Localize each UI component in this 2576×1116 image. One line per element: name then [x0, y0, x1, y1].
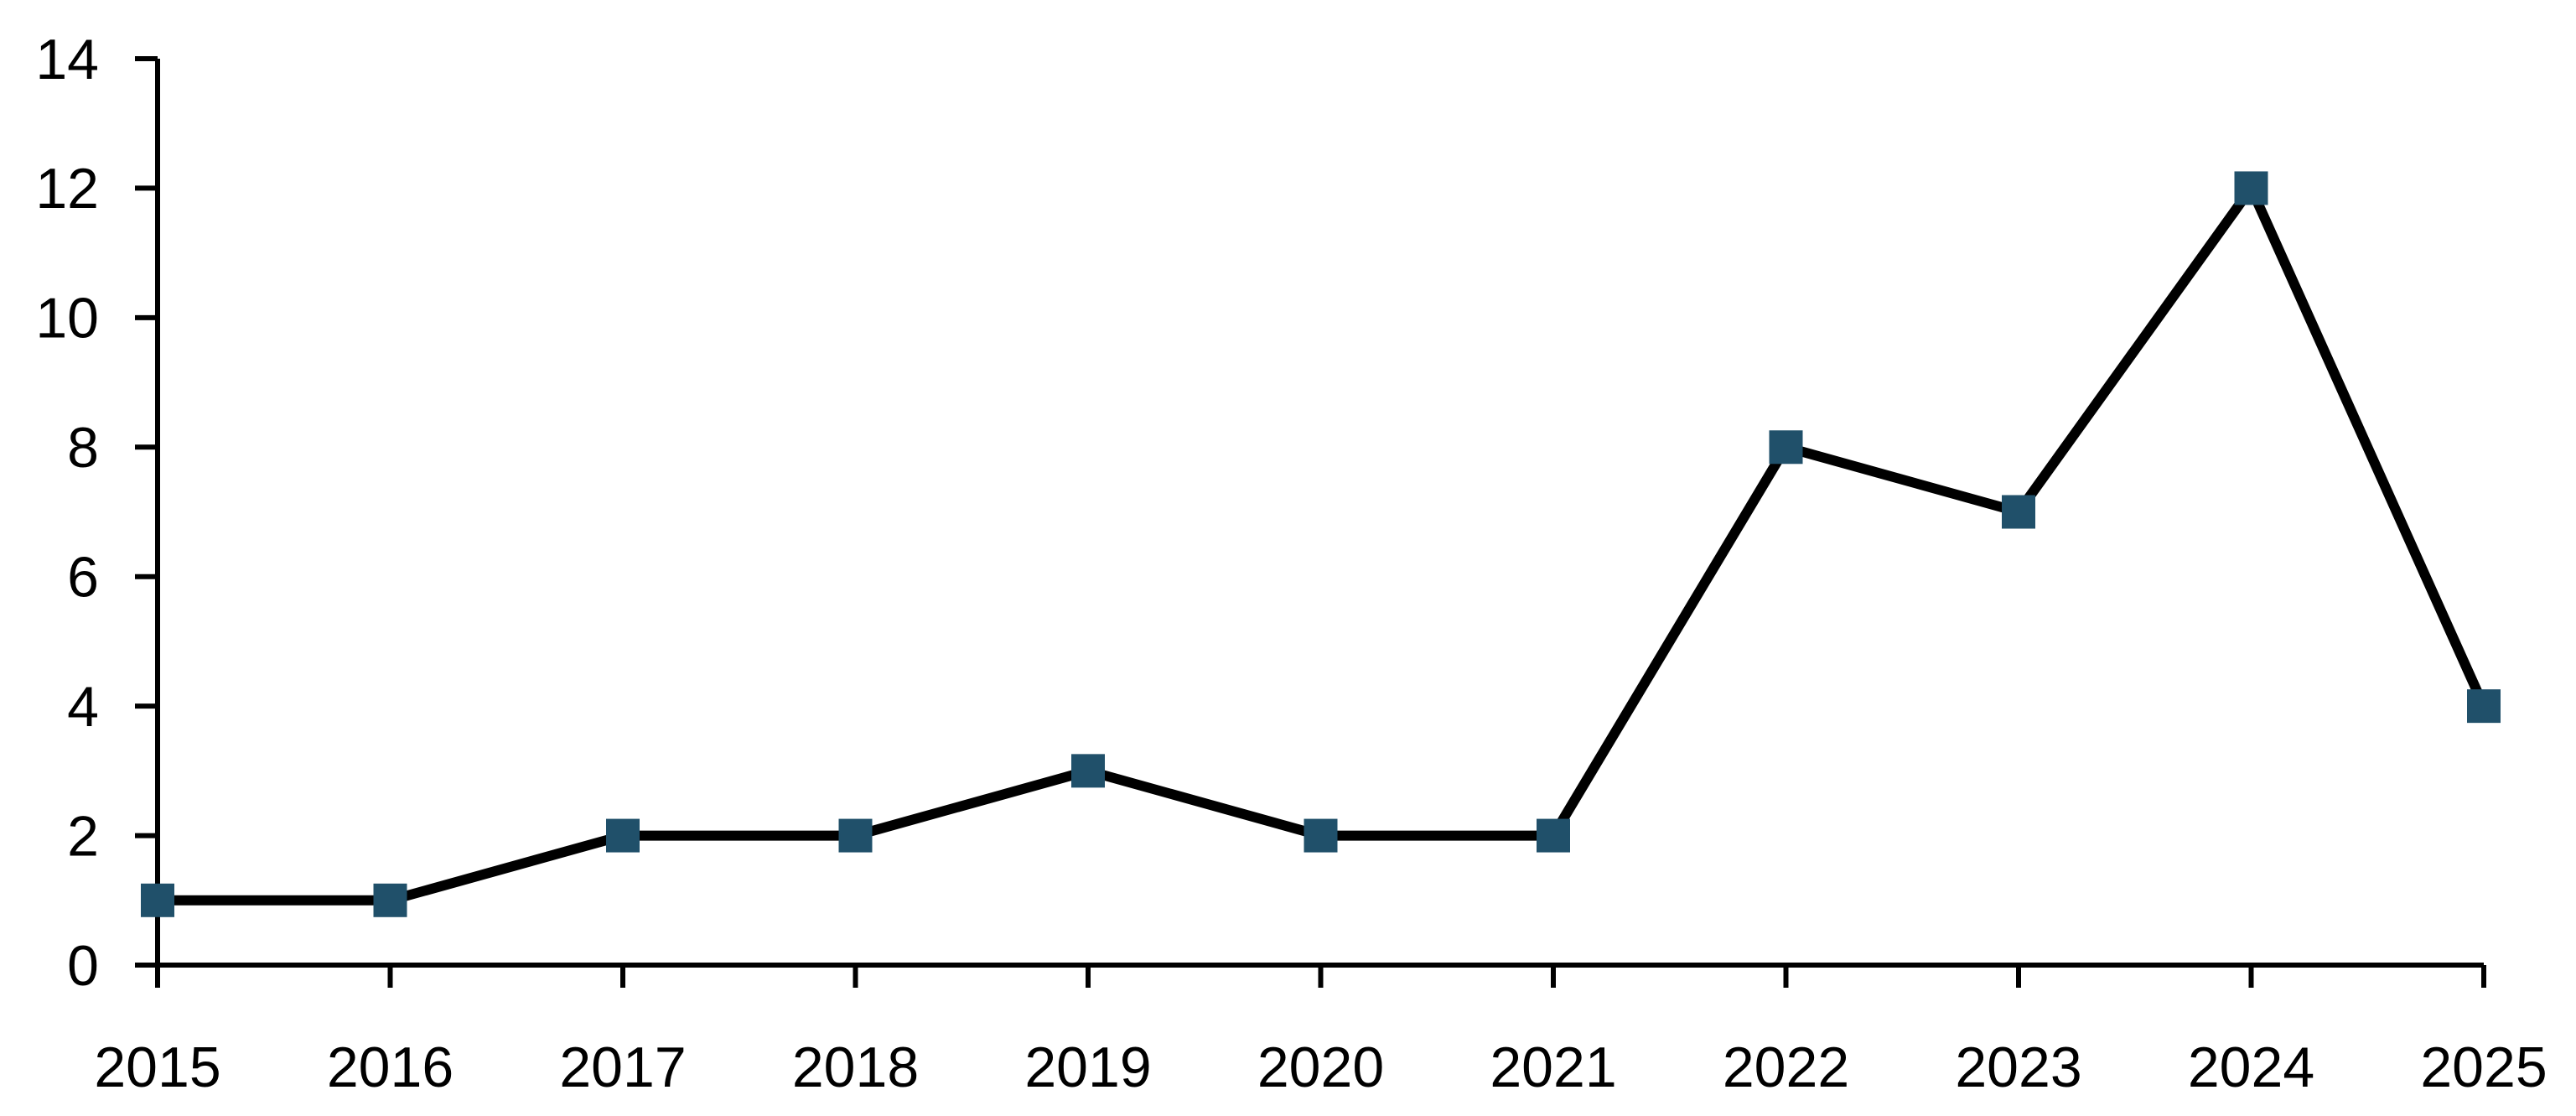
- x-tick-label-2025: 2025: [2420, 1036, 2547, 1099]
- x-tick-label-2018: 2018: [792, 1036, 919, 1099]
- x-tick-label-2023: 2023: [1955, 1036, 2081, 1099]
- x-tick-label-2017: 2017: [559, 1036, 686, 1099]
- y-tick-label-8: 8: [67, 416, 99, 480]
- data-point-2016: [373, 883, 407, 917]
- x-tick-label-2015: 2015: [94, 1036, 220, 1099]
- y-tick-label-10: 10: [35, 287, 99, 350]
- data-point-2020: [1304, 818, 1338, 853]
- data-point-2021: [1537, 818, 1570, 853]
- x-tick-label-2019: 2019: [1024, 1036, 1151, 1099]
- data-point-2022: [1769, 430, 1803, 465]
- x-tick-label-2022: 2022: [1723, 1036, 1849, 1099]
- y-tick-label-4: 4: [67, 675, 99, 739]
- data-point-2018: [838, 818, 873, 853]
- x-tick-label-2020: 2020: [1257, 1036, 1384, 1099]
- x-tick-label-2024: 2024: [2188, 1036, 2314, 1099]
- y-tick-label-14: 14: [35, 28, 99, 91]
- x-tick-label-2021: 2021: [1490, 1036, 1616, 1099]
- data-point-2019: [1071, 754, 1105, 788]
- y-tick-label-6: 6: [67, 546, 99, 610]
- y-tick-label-12: 12: [35, 157, 99, 221]
- y-tick-label-2: 2: [67, 804, 99, 868]
- x-tick-label-2016: 2016: [327, 1036, 454, 1099]
- data-point-2023: [2002, 495, 2035, 529]
- data-point-2024: [2234, 171, 2268, 205]
- y-tick-label-0: 0: [67, 934, 99, 998]
- data-point-2017: [606, 818, 640, 853]
- data-point-2025: [2467, 689, 2501, 724]
- data-point-2015: [141, 883, 174, 917]
